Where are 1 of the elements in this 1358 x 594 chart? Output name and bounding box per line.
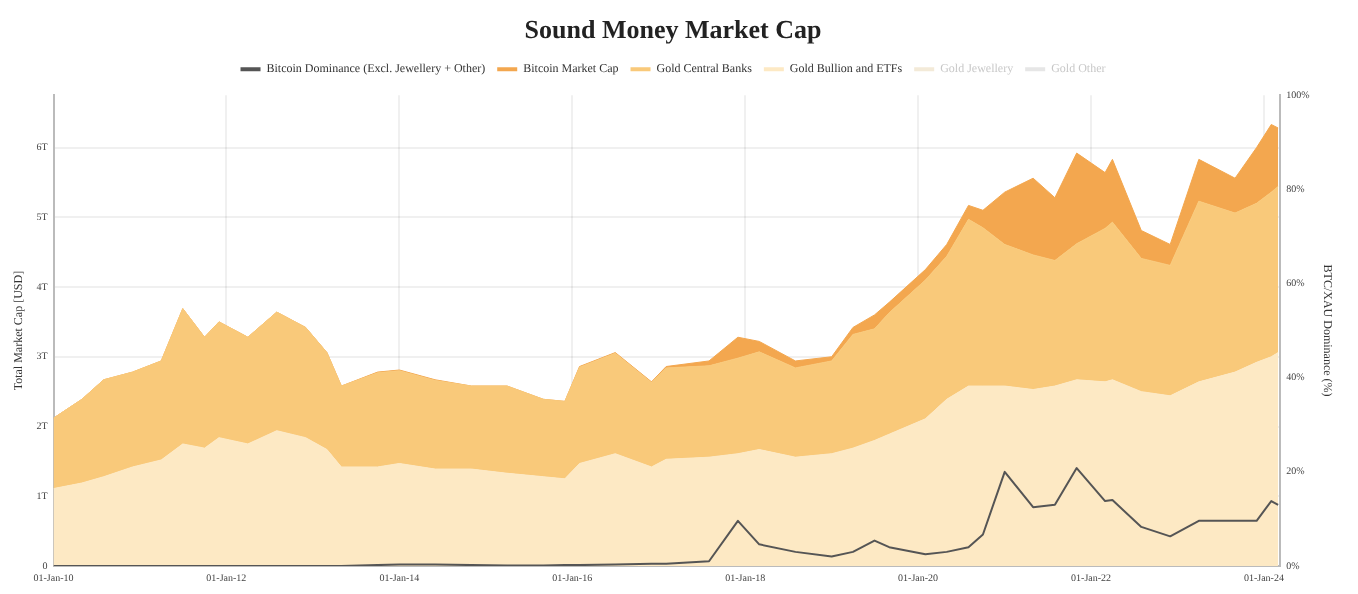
chart-title: Sound Money Market Cap — [524, 14, 822, 45]
